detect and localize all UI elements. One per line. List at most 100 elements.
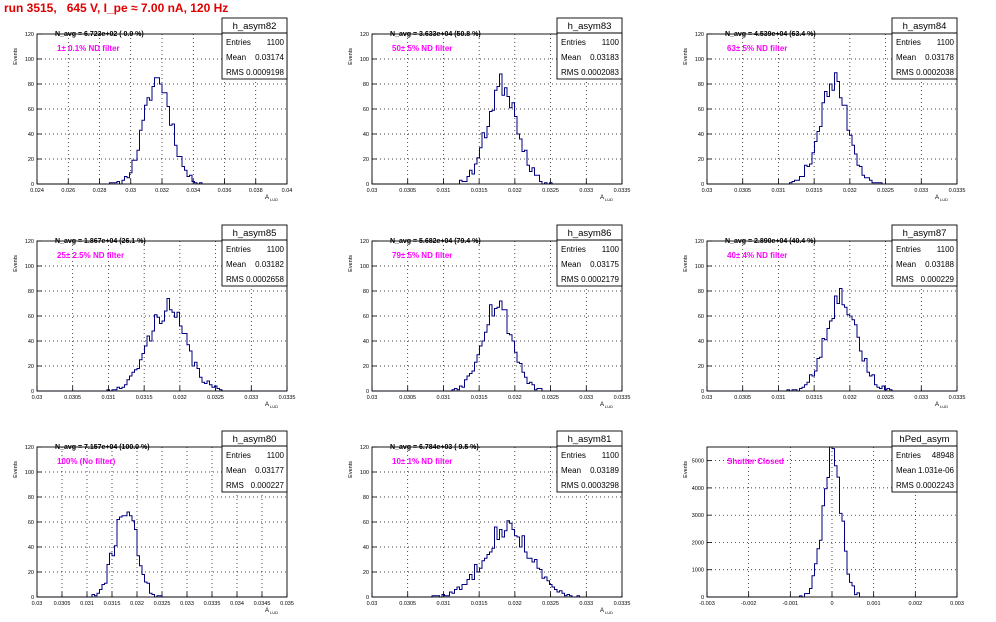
stats-label: RMS [896,68,914,77]
y-tick-label: 40 [28,545,34,551]
y-tick-label: 120 [25,32,34,38]
stats-box [221,224,288,287]
x-axis-label-sub: LUD [940,197,948,202]
y-tick-label: 60 [363,107,369,113]
y-tick-label: 80 [363,495,369,501]
plot-frame [706,33,958,185]
stats-value: 0.03174 [255,53,284,62]
x-tick-label: 0.033 [914,395,928,401]
stats-label: Entries [226,245,251,254]
histogram-series [37,298,287,392]
y-tick-label: 20 [698,157,704,163]
y-tick-label: 3000 [692,513,704,519]
x-axis-label-sub: LUD [270,404,278,409]
x-tick-label: 0.033 [579,188,593,194]
histogram-name: h_asym82 [233,21,277,32]
y-tick-label: 40 [363,339,369,345]
y-axis-label: Events [683,255,689,272]
y-tick-label: 20 [698,364,704,370]
stats-label: Mean [896,466,916,475]
y-tick-label: 0 [366,389,369,395]
x-axis-label-sub: LUD [605,197,613,202]
stats-value: 0.000227 [251,481,285,490]
y-axis-label: Events [348,461,354,478]
x-axis-label: ALUD [600,402,613,409]
x-tick-label: 0.033 [579,601,593,607]
y-tick-label: 60 [28,314,34,320]
x-tick-label: 0.0335 [949,395,966,401]
x-tick-label: 0.0325 [877,395,894,401]
navg-label: N_avg = 4.539e+04 (63.4 %) [725,31,816,38]
x-axis-label-sub: LUD [605,404,613,409]
x-axis-label-main: A [265,195,269,201]
y-axis-label: Events [348,48,354,65]
x-tick-label: 0.0315 [806,188,823,194]
x-tick-label: 0.033 [180,601,194,607]
stats-label: Mean [226,466,246,475]
y-tick-label: 20 [28,364,34,370]
stats-label: RMS [226,68,244,77]
panel-h_asym80: 0 20 40 60 80 100 120 0.03 0.0305 0.031 0.0315 0.03… [13,430,294,615]
panel-h_asym81: 0 20 40 60 80 100 120 0.03 0.0305 0.031 0.0315 0.03… [348,430,631,615]
x-tick-label: 0.0305 [734,188,751,194]
x-tick-label: 0.03 [32,601,43,607]
stats-box [891,224,958,287]
x-tick-label: 0.0315 [104,601,121,607]
plot-frame [36,446,288,598]
filter-annotation: 79± 5% ND filter [392,251,452,260]
x-axis-label-sub: LUD [605,610,613,615]
stats-value: 1.031e-06 [918,466,955,475]
y-tick-label: 20 [363,157,369,163]
x-axis-label-main: A [265,402,269,408]
y-axis-label: Events [348,255,354,272]
navg-label: N_avg = 6.784e+03 ( 9.5 %) [390,444,479,451]
y-tick-label: 40 [28,339,34,345]
stats-value: 0.03178 [925,53,954,62]
stats-box [891,430,958,493]
x-tick-label: 0.028 [93,188,107,194]
histogram-name: hPed_asym [899,434,949,445]
x-tick-label: 0.03 [367,188,378,194]
y-tick-label: 100 [25,264,34,270]
x-tick-label: 0.0305 [399,395,416,401]
x-tick-label: 0.031 [437,188,451,194]
y-tick-label: 120 [695,239,704,245]
stats-value: 0.03183 [590,53,619,62]
x-tick-label: 0.0345 [254,601,271,607]
stats-label: Mean [226,260,246,269]
x-tick-label: -0.001 [783,601,799,607]
x-axis-label: ALUD [265,608,278,615]
histogram-name: h_asym80 [233,434,277,445]
x-tick-label: 0.032 [508,395,522,401]
plot-frame [36,33,288,185]
stats-value: 1100 [602,451,620,460]
y-tick-label: 120 [360,445,369,451]
y-tick-label: 120 [360,32,369,38]
panel-h_asym84: 0 20 40 60 80 100 120 0.03 0.0305 0.031 0.0315 0.03… [683,17,965,202]
stats-value: 1100 [267,245,285,254]
y-tick-label: 80 [363,82,369,88]
y-axis-label: Events [13,255,19,272]
plot-frame [371,240,623,392]
stats-label: RMS [226,481,244,490]
navg-label: N_avg = 5.682e+04 (79.4 %) [390,238,481,245]
y-tick-label: 0 [366,595,369,601]
stats-value: 1100 [602,245,620,254]
stats-label: Mean [226,53,246,62]
x-tick-label: 0.0335 [614,601,631,607]
x-tick-label: 0.032 [155,188,169,194]
stats-value: 0.0002038 [916,68,954,77]
x-tick-label: 0.0325 [207,395,224,401]
y-tick-label: 40 [363,545,369,551]
y-tick-label: 80 [698,289,704,295]
y-tick-label: 40 [363,132,369,138]
y-tick-label: 100 [360,470,369,476]
stats-value: 0.03188 [925,260,954,269]
x-tick-label: 0.0325 [542,188,559,194]
y-tick-label: 60 [698,107,704,113]
x-tick-label: 0.032 [130,601,144,607]
x-tick-label: 0.031 [80,601,94,607]
histogram-series [707,288,957,392]
x-tick-label: 0.032 [173,395,187,401]
stats-label: Mean [896,260,916,269]
